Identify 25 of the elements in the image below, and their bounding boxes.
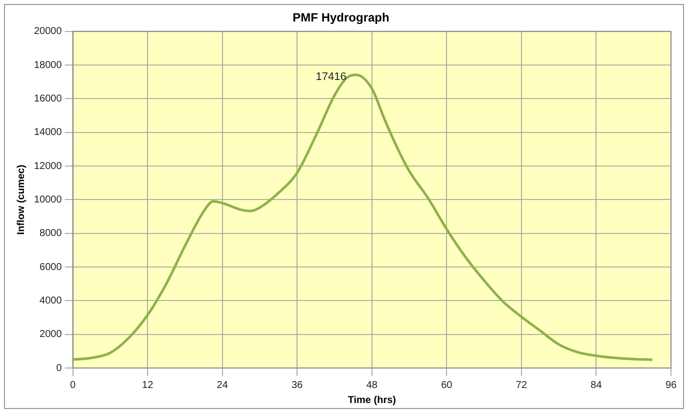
x-tick-label: 96 bbox=[665, 380, 677, 391]
x-tick-label: 12 bbox=[142, 380, 154, 391]
x-tick-label: 48 bbox=[366, 380, 378, 391]
y-tick-label: 14000 bbox=[34, 127, 62, 138]
y-tick-label: 8000 bbox=[40, 228, 62, 240]
line-series bbox=[72, 74, 654, 362]
y-tick-label: 6000 bbox=[40, 262, 62, 273]
x-tick-label: 60 bbox=[441, 380, 453, 391]
chart-title: PMF Hydrograph bbox=[292, 10, 390, 25]
y-tick-label: 0 bbox=[56, 362, 62, 374]
annotation: 17416 bbox=[316, 70, 346, 83]
y-tick-label: 16000 bbox=[34, 93, 62, 104]
y-axis-title: Inflow (cumec) bbox=[16, 164, 27, 235]
x-tick-label: 36 bbox=[292, 380, 304, 391]
y-tick-label: 4000 bbox=[40, 295, 62, 306]
x-tick-label: 0 bbox=[70, 380, 76, 391]
x-tick-label: 24 bbox=[216, 380, 228, 391]
y-tick-label: 2000 bbox=[40, 329, 62, 340]
y-tick-label: 12000 bbox=[34, 160, 62, 172]
x-tick-label: 84 bbox=[590, 380, 602, 391]
y-tick-label: 10000 bbox=[34, 194, 62, 206]
y-tick-label: 18000 bbox=[34, 60, 62, 71]
x-axis-title: Time (hrs) bbox=[348, 394, 396, 406]
x-tick-label: 72 bbox=[516, 380, 528, 391]
y-tick-label: 20000 bbox=[34, 26, 62, 38]
